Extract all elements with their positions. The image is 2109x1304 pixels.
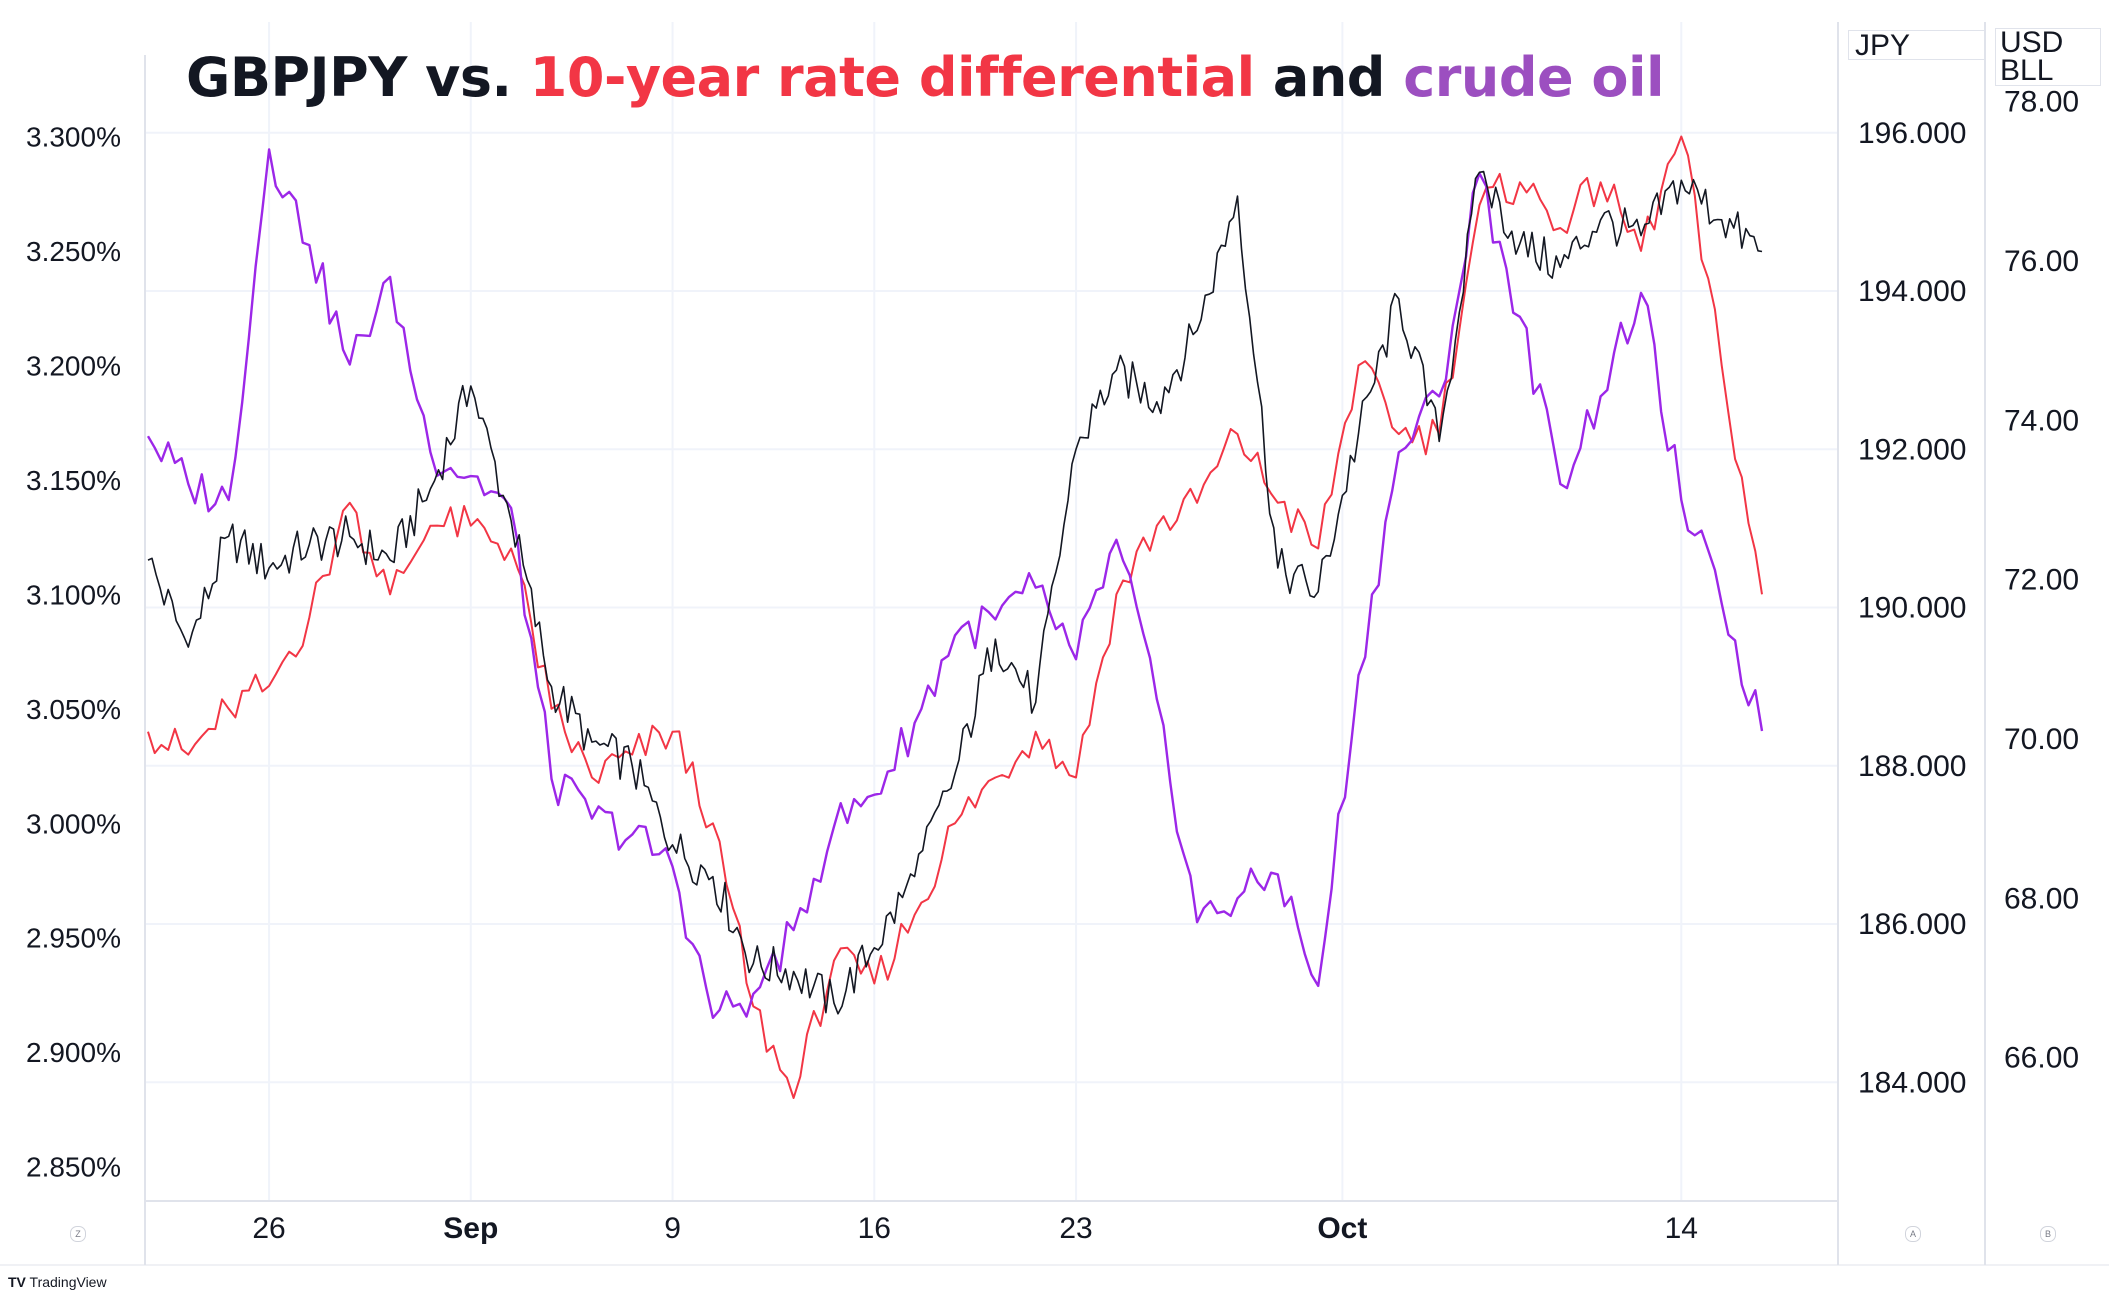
left-axis-tick-label: 3.250% (26, 236, 121, 267)
usd-axis-tick-label: 72.00 (2004, 564, 2079, 597)
left-axis-tick-label: 3.000% (26, 808, 121, 839)
usd-axis-tick-label: 70.00 (2004, 723, 2079, 756)
left-axis-tick-label: 2.950% (26, 923, 121, 954)
usd-axis-label: USD (2000, 29, 2100, 57)
left-axis-tick-label: 2.850% (26, 1152, 121, 1183)
brand-label: TradingView (30, 1274, 107, 1290)
left-axis-tick-label: 3.300% (26, 121, 121, 152)
x-axis-tick-label: 9 (664, 1212, 681, 1245)
jpy-axis-label: JPY (1855, 29, 1910, 62)
x-axis-tick-label: 23 (1059, 1212, 1092, 1245)
jpy-axis-tick-label: 192.000 (1858, 433, 1966, 466)
left-axis-tick-label: 3.100% (26, 579, 121, 610)
jpy-axis-tick-label: 196.000 (1858, 117, 1966, 150)
jpy-axis-tick-label: 188.000 (1858, 750, 1966, 783)
jpy-axis-header[interactable]: JPY (1848, 30, 1986, 60)
scale-button-z[interactable]: Z (70, 1226, 86, 1242)
left-axis-tick-label: 2.900% (26, 1037, 121, 1068)
scale-button-b[interactable]: B (2040, 1226, 2056, 1242)
title-gbpjpy: GBPJPY vs. (186, 46, 530, 109)
scale-button-a[interactable]: A (1905, 1226, 1921, 1242)
left-axis-tick-label: 3.150% (26, 465, 121, 496)
title-rate-differential: 10-year rate differential (530, 46, 1255, 109)
usd-axis-tick-label: 68.00 (2004, 882, 2079, 915)
usd-axis-header[interactable]: USD BLL (1995, 28, 2101, 86)
usd-axis-tick-label: 76.00 (2004, 245, 2079, 278)
chart-title: GBPJPY vs. 10-year rate differential and… (186, 46, 1664, 109)
jpy-axis-tick-label: 186.000 (1858, 908, 1966, 941)
left-axis-tick-label: 3.050% (26, 694, 121, 725)
x-axis-tick-label: Sep (443, 1212, 498, 1245)
x-axis-tick-label: 14 (1665, 1212, 1698, 1245)
jpy-axis-tick-label: 184.000 (1858, 1066, 1966, 1099)
x-axis-tick-label: Oct (1317, 1212, 1367, 1245)
x-axis-tick-label: 26 (252, 1212, 285, 1245)
title-crude-oil: crude oil (1403, 46, 1664, 109)
usd-axis-tick-label: 78.00 (2004, 86, 2079, 119)
jpy-axis-tick-label: 194.000 (1858, 275, 1966, 308)
usd-axis-tick-label: 66.00 (2004, 1042, 2079, 1075)
tradingview-logo-icon: TV (8, 1274, 26, 1290)
usd-axis-tick-label: 74.00 (2004, 404, 2079, 437)
bll-axis-label: BLL (2000, 57, 2100, 85)
left-axis-tick-label: 3.200% (26, 350, 121, 381)
jpy-axis-tick-label: 190.000 (1858, 592, 1966, 625)
x-axis-tick-label: 16 (858, 1212, 891, 1245)
title-and: and (1255, 46, 1404, 109)
tradingview-brand[interactable]: TV TradingView (8, 1274, 107, 1290)
